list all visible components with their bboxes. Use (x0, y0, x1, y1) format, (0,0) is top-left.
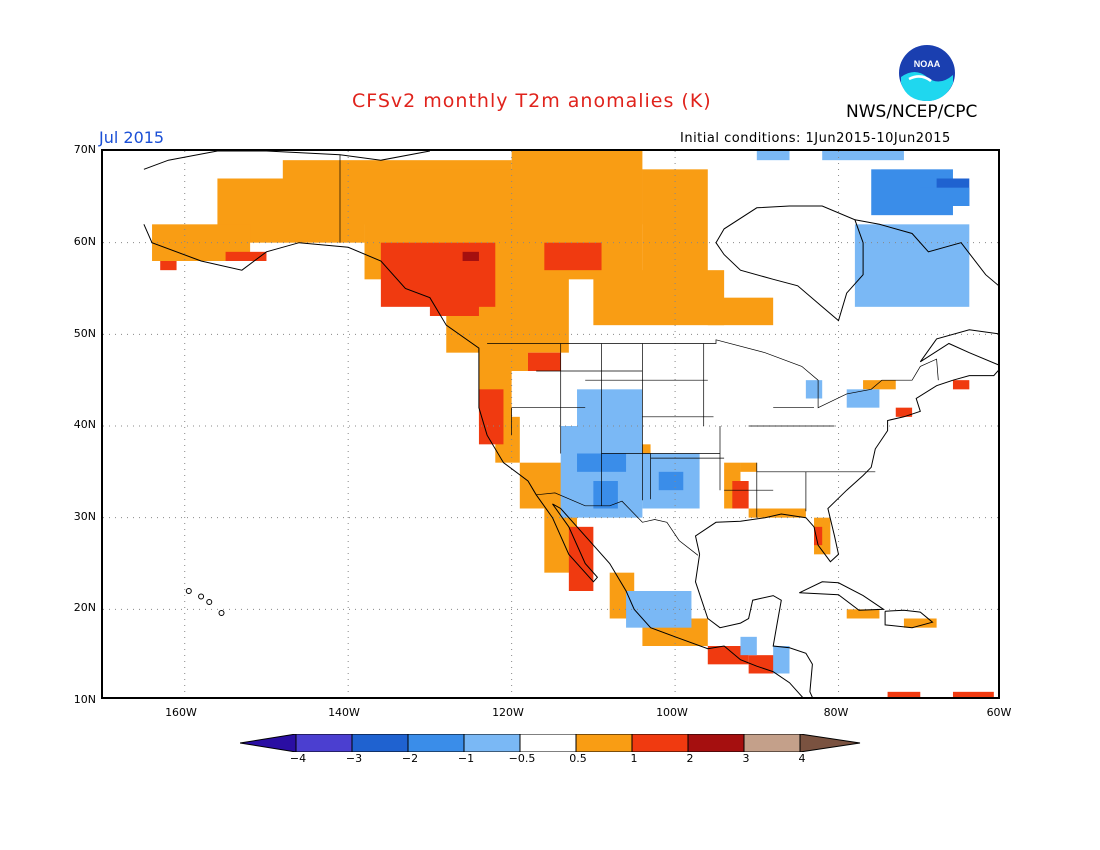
colorbar-label-m4: −4 (289, 752, 307, 765)
anomaly-cell (593, 270, 725, 326)
colorbar-segment (519, 733, 577, 753)
anomaly-cell (920, 187, 970, 206)
anomaly-cell (895, 407, 913, 417)
agency-label: NWS/NCEP/CPC (846, 102, 978, 122)
cuba (799, 581, 886, 611)
lat-label-30n: 30N (73, 510, 96, 523)
anomaly-cell (814, 526, 823, 546)
anomaly-cell (854, 224, 970, 307)
lon-label-160w: 160W (165, 706, 197, 719)
colorbar-segment (351, 733, 409, 753)
hudson-bay (715, 205, 864, 322)
colorbar-label-p05: 0.5 (569, 752, 587, 765)
lon-label-100w: 100W (656, 706, 688, 719)
colorbar-segment (295, 733, 353, 753)
anomaly-cell (822, 151, 904, 161)
hawaii-island (185, 588, 192, 594)
anomaly-cell (626, 591, 692, 628)
forecast-month: Jul 2015 (99, 128, 165, 147)
anomaly-cell (887, 691, 921, 697)
anomaly-cell (658, 471, 684, 491)
anomaly-cell (903, 618, 937, 628)
colorbar-label-p4: 4 (798, 752, 806, 765)
noaa-logo: NOAA (895, 43, 959, 107)
hispaniola (884, 609, 934, 629)
anomaly-cell (846, 609, 880, 619)
arctic-coastline (143, 151, 430, 170)
logo-wave (901, 72, 953, 101)
lat-label-40n: 40N (73, 418, 96, 431)
anomaly-cell (952, 380, 970, 390)
colorbar-segment (631, 733, 689, 753)
colorbar-arrow-right (799, 733, 861, 753)
colorbar-segment (463, 733, 521, 753)
map-title: CFSv2 monthly T2m anomalies (K) (352, 90, 712, 112)
anomaly-map (101, 149, 1000, 699)
coastlines (143, 151, 998, 697)
pacific-coastline (143, 224, 803, 697)
lat-label-70n: 70N (73, 143, 96, 156)
lat-label-50n: 50N (73, 327, 96, 340)
anomaly-cell (748, 508, 806, 518)
anomaly-cell (478, 334, 528, 371)
lat-label-10n: 10N (73, 693, 96, 706)
anomaly-cell (805, 380, 823, 399)
anomaly-cell (740, 636, 757, 656)
colorbar-label-m05: −0.5 (508, 752, 536, 765)
anomaly-cell (740, 462, 757, 472)
colorbar-arrow-left (239, 733, 297, 753)
anomaly-cell (756, 151, 790, 161)
colorbar-segment (407, 733, 465, 753)
anomaly-cell (544, 242, 602, 271)
hawaii-island (218, 610, 225, 616)
colorbar-segment (687, 733, 745, 753)
anomaly-cell (160, 261, 177, 271)
labrador-coastline (854, 219, 998, 286)
lon-label-60w: 60W (986, 706, 1012, 719)
anomaly-cell (429, 270, 479, 316)
colorbar-segment (743, 733, 801, 753)
anomaly-cells (152, 151, 994, 697)
anomaly-cell (511, 151, 643, 225)
lon-label-80w: 80W (823, 706, 849, 719)
lon-label-120w: 120W (492, 706, 524, 719)
colorbar-segment (575, 733, 633, 753)
gulf-coastline (694, 554, 813, 697)
anomaly-cell (846, 389, 880, 408)
hawaii-island (206, 599, 213, 605)
anomaly-cell (462, 251, 479, 261)
anomaly-cell (642, 169, 708, 280)
colorbar (239, 733, 862, 756)
anomaly-cell (863, 380, 896, 390)
atlantic-coastline (694, 329, 998, 563)
anomaly-cell (478, 389, 504, 445)
anomaly-cell (707, 297, 774, 326)
colorbar-label-m3: −3 (345, 752, 363, 765)
logo-text: NOAA (914, 59, 941, 69)
lon-label-140w: 140W (328, 706, 360, 719)
lat-label-60n: 60N (73, 235, 96, 248)
colorbar-label-m2: −2 (401, 752, 419, 765)
hawaii-island (198, 593, 205, 600)
us-canada-border (487, 339, 939, 409)
us-mexico-border (536, 492, 699, 556)
anomaly-cell (225, 251, 267, 261)
anomaly-cell (642, 444, 651, 454)
colorbar-label-p2: 2 (686, 752, 694, 765)
anomaly-cell (773, 646, 790, 674)
map-svg (103, 151, 998, 697)
anomaly-cell (732, 481, 749, 509)
initial-conditions: Initial conditions: 1Jun2015-10Jun2015 (680, 131, 951, 146)
colorbar-label-p1: 1 (630, 752, 638, 765)
lat-label-20n: 20N (73, 601, 96, 614)
colorbar-label-m1: −1 (457, 752, 475, 765)
colorbar-label-p3: 3 (742, 752, 750, 765)
anomaly-cell (527, 352, 561, 371)
logo-gull (908, 75, 932, 83)
anomaly-cell (707, 646, 749, 665)
anomaly-cell (952, 691, 994, 697)
